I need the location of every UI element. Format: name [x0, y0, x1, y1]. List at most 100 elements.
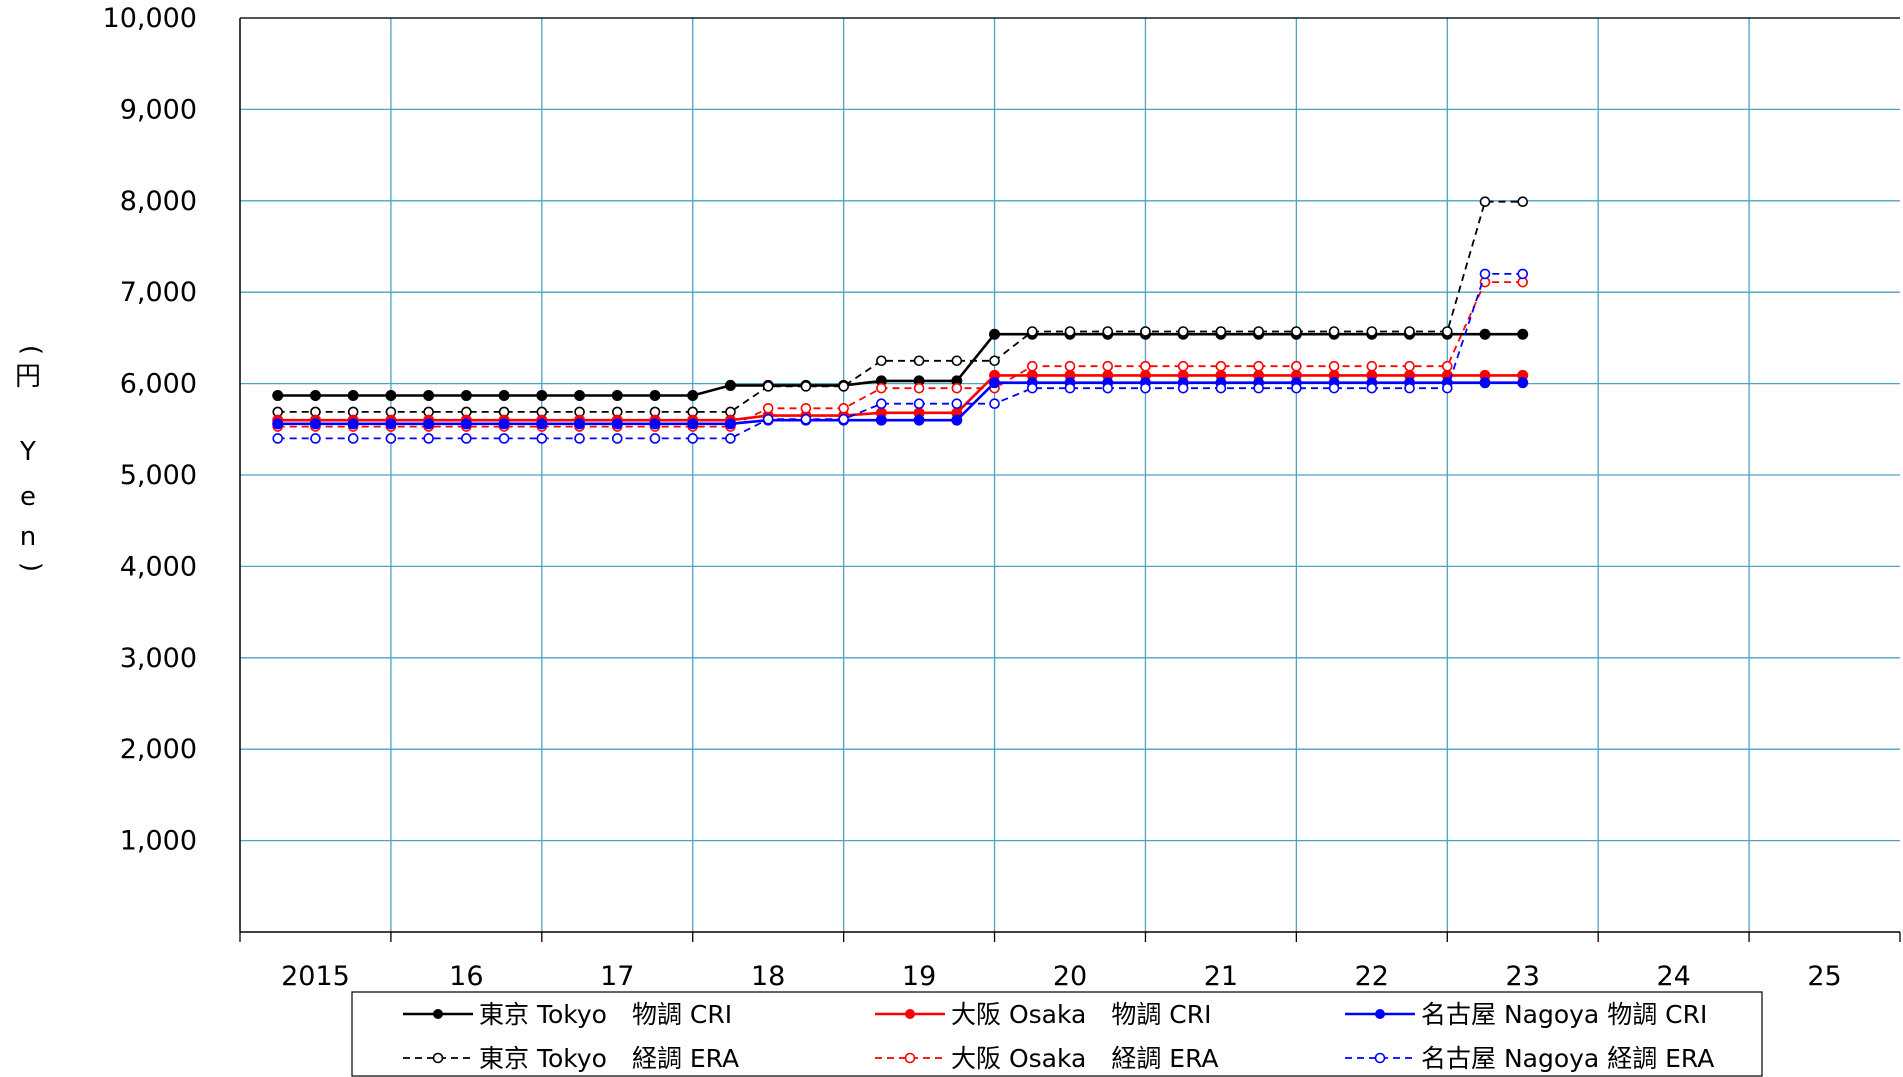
data-point	[460, 389, 472, 401]
y-tick-label: 5,000	[120, 460, 197, 491]
legend-item: 大阪 Osaka 物調 CRI	[875, 1000, 1211, 1029]
data-point	[1291, 360, 1302, 372]
data-point	[1102, 360, 1114, 372]
legend-item: 大阪 Osaka 経調 ERA	[875, 1044, 1219, 1073]
series-5	[272, 268, 1529, 444]
data-point	[649, 389, 661, 401]
data-point	[1291, 382, 1302, 394]
legend-swatch-marker	[433, 1009, 443, 1019]
data-point	[1102, 326, 1114, 337]
data-point	[913, 355, 925, 367]
data-point	[1140, 382, 1151, 394]
data-point	[536, 418, 548, 430]
y-tick-label: 4,000	[120, 551, 197, 582]
x-tick-label: 23	[1506, 961, 1540, 992]
y-axis-label-char: e	[20, 482, 36, 512]
data-point	[1064, 326, 1076, 337]
data-point	[724, 379, 736, 391]
legend-swatch-marker	[432, 1052, 444, 1064]
data-point	[951, 398, 963, 410]
data-point	[1215, 326, 1227, 337]
data-point	[498, 389, 510, 401]
data-point	[347, 389, 359, 401]
data-point	[1479, 268, 1491, 280]
data-point	[1479, 328, 1491, 340]
data-point	[385, 389, 397, 401]
y-tick-label: 3,000	[120, 643, 197, 674]
data-point	[1026, 382, 1038, 394]
x-tick-label: 22	[1355, 961, 1389, 992]
legend-label: 名古屋 Nagoya 物調 CRI	[1421, 1000, 1707, 1029]
series-2	[272, 369, 1529, 426]
legend-label: 東京 Tokyo 経調 ERA	[479, 1044, 739, 1073]
data-point	[611, 418, 623, 430]
x-tick-labels: 2015 16 17 18 19 20 21 22 23 24 25	[281, 961, 1842, 992]
legend: 東京 Tokyo 物調 CRI 大阪 Osaka 物調 CRI 名古屋 Nagoya…	[351, 991, 1763, 1077]
x-tick-label: 25	[1807, 961, 1841, 992]
y-tick-label: 1,000	[120, 826, 197, 857]
data-point	[611, 389, 623, 401]
data-point	[574, 418, 586, 430]
data-point	[1026, 360, 1038, 372]
data-point	[347, 433, 359, 444]
data-point	[1517, 377, 1529, 389]
y-axis-label-paren: )	[16, 562, 46, 572]
series-line	[277, 374, 1523, 422]
data-point	[687, 418, 699, 430]
legend-label: 名古屋 Nagoya 経調 ERA	[1421, 1044, 1714, 1073]
data-point	[762, 381, 774, 392]
data-point	[536, 433, 548, 444]
data-point	[876, 382, 887, 394]
data-point	[574, 389, 586, 401]
data-point	[951, 414, 963, 426]
series-0	[272, 328, 1529, 401]
data-point	[913, 382, 925, 394]
legend-swatch-marker	[904, 1052, 916, 1064]
y-axis-label-char: Y	[19, 437, 36, 467]
x-tick-label: 17	[600, 961, 634, 992]
data-point	[310, 433, 321, 444]
y-axis-label: 円 Yen ()	[15, 345, 46, 572]
data-point	[1064, 360, 1076, 372]
data-point	[309, 418, 321, 430]
data-point	[838, 381, 849, 392]
data-point	[1177, 326, 1189, 337]
data-point	[1441, 382, 1453, 394]
data-point	[1441, 360, 1453, 372]
x-tick-label: 21	[1204, 961, 1238, 992]
y-tick-label: 9,000	[120, 94, 197, 125]
data-point	[875, 414, 887, 426]
data-point	[913, 398, 925, 410]
data-point	[989, 377, 1001, 389]
series-line	[277, 273, 1523, 440]
data-point	[1253, 360, 1264, 372]
data-point	[1026, 326, 1038, 337]
data-point	[1517, 268, 1529, 280]
y-axis-label-char: 円	[15, 362, 41, 392]
x-tick-label: 19	[902, 961, 936, 992]
series-3	[272, 276, 1529, 432]
data-point	[385, 433, 397, 444]
data-point	[1140, 360, 1151, 372]
grid-lines	[240, 17, 1900, 932]
data-point	[1102, 382, 1114, 394]
data-point	[1177, 382, 1189, 394]
data-point	[309, 389, 321, 401]
data-point	[762, 413, 774, 425]
data-point	[1253, 382, 1264, 394]
data-series	[272, 196, 1529, 444]
data-point	[1291, 326, 1302, 337]
data-point	[272, 418, 284, 430]
data-point	[800, 413, 812, 425]
data-point	[1366, 326, 1378, 337]
data-point	[1517, 328, 1529, 340]
data-point	[838, 413, 849, 425]
legend-label: 大阪 Osaka 物調 CRI	[951, 1000, 1211, 1029]
data-point	[1177, 360, 1189, 372]
data-point	[423, 389, 435, 401]
data-point	[1517, 196, 1529, 208]
data-point	[1328, 382, 1340, 394]
x-tick-label: 16	[449, 961, 483, 992]
data-point	[1215, 360, 1227, 372]
